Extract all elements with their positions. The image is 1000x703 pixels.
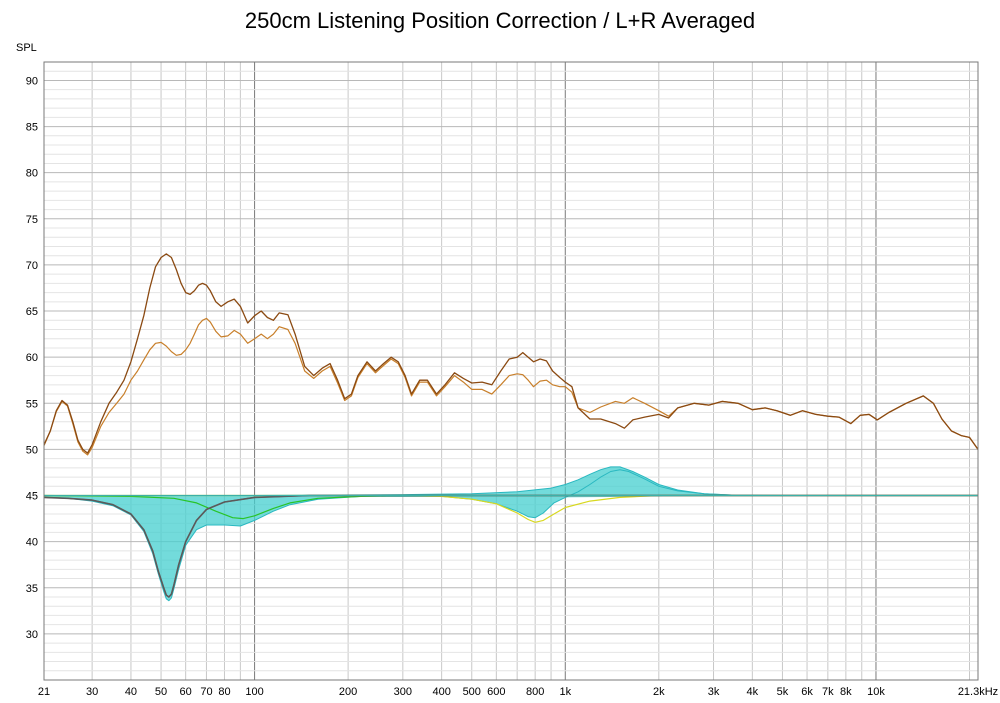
chart-grid — [44, 62, 978, 680]
x-tick-label: 8k — [840, 686, 852, 698]
y-tick-label: 35 — [26, 583, 38, 595]
x-tick-label: 80 — [218, 686, 230, 698]
peq3-line — [43, 494, 978, 520]
x-tick-label: 70 — [200, 686, 212, 698]
y-tick-label: 60 — [26, 352, 38, 364]
y-tick-label: 50 — [26, 444, 38, 456]
y-tick-label: 90 — [26, 75, 38, 87]
y-tick-label: 70 — [26, 260, 38, 272]
x-tick-label: 10k — [867, 686, 885, 698]
measured-response-line — [43, 253, 979, 454]
y-tick-labels: 30 35 40 45 50 55 60 65 70 75 80 85 90 — [26, 75, 38, 640]
filter-upper-line — [44, 466, 978, 496]
y-tick-label: 80 — [26, 168, 38, 180]
y-tick-label: 65 — [26, 306, 38, 318]
x-tick-label: 4k — [747, 686, 759, 698]
y-tick-label: 30 — [26, 629, 38, 641]
x-tick-label: 600 — [487, 686, 505, 698]
x-tick-label: 21.3kHz — [958, 686, 998, 698]
x-tick-label: 30 — [86, 686, 98, 698]
x-tick-label: 500 — [463, 686, 481, 698]
x-tick-label: 3k — [708, 686, 720, 698]
y-tick-label: 45 — [26, 491, 38, 503]
x-tick-label: 2k — [653, 686, 665, 698]
series-lines — [43, 253, 979, 602]
filter-fill-area — [44, 466, 978, 601]
y-tick-label: 85 — [26, 122, 38, 134]
x-tick-label: 7k — [822, 686, 834, 698]
y-tick-label: 75 — [26, 214, 38, 226]
peq4-line — [44, 494, 978, 523]
x-tick-label: 200 — [339, 686, 357, 698]
x-tick-label: 1k — [559, 686, 571, 698]
x-tick-label: 300 — [394, 686, 412, 698]
x-tick-label: 40 — [125, 686, 137, 698]
x-tick-label: 400 — [432, 686, 450, 698]
x-tick-labels: 21 30 40 50 60 70 80 100 200 300 400 500 600 800 1k 2k 3… — [38, 686, 998, 698]
y-tick-label: 55 — [26, 398, 38, 410]
x-tick-label: 5k — [777, 686, 789, 698]
plot-frame — [43, 61, 979, 681]
peq1-line — [43, 494, 978, 598]
chart-title: 250cm Listening Position Correction / L+… — [244, 8, 756, 33]
x-tick-label: 21 — [38, 686, 50, 698]
x-tick-label: 60 — [180, 686, 192, 698]
x-tick-label: 800 — [526, 686, 544, 698]
filter-boost-fill — [44, 466, 978, 496]
x-tick-label: 50 — [155, 686, 167, 698]
y-axis-label: SPL — [16, 42, 37, 54]
filter-cut-fill — [44, 495, 978, 601]
x-tick-label: 6k — [801, 686, 813, 698]
x-tick-label: 100 — [245, 686, 263, 698]
y-tick-label: 40 — [26, 537, 38, 549]
